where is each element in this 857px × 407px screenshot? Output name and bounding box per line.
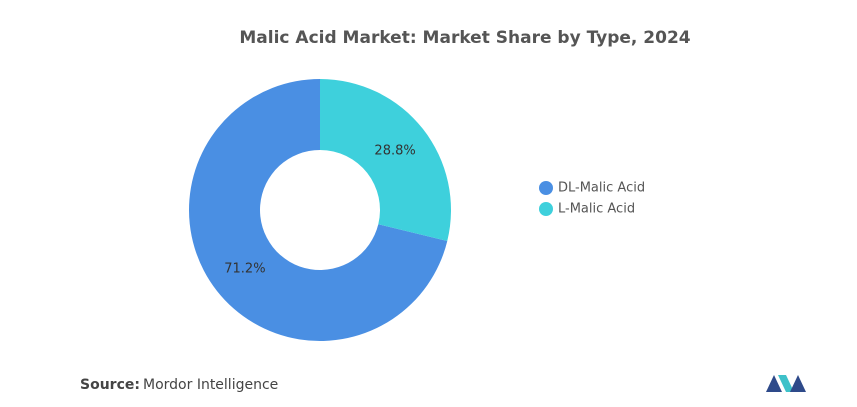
data-label: 28.8% bbox=[374, 143, 415, 158]
legend-label: L-Malic Acid bbox=[558, 202, 635, 217]
donut: 71.2% 28.8% bbox=[189, 79, 452, 342]
chart-title: Malic Acid Market: Market Share by Type,… bbox=[239, 28, 690, 48]
legend-label: DL-Malic Acid bbox=[558, 181, 645, 196]
source-label: Source: bbox=[80, 377, 140, 393]
data-label: 71.2% bbox=[224, 262, 265, 277]
logo bbox=[766, 375, 806, 392]
legend: DL-Malic Acid L-Malic Acid bbox=[539, 181, 645, 217]
source: Mordor Intelligence bbox=[143, 377, 278, 393]
legend-marker bbox=[539, 181, 553, 195]
donut-slice bbox=[189, 79, 448, 342]
donut-slice bbox=[320, 79, 452, 241]
legend-marker bbox=[539, 202, 553, 216]
